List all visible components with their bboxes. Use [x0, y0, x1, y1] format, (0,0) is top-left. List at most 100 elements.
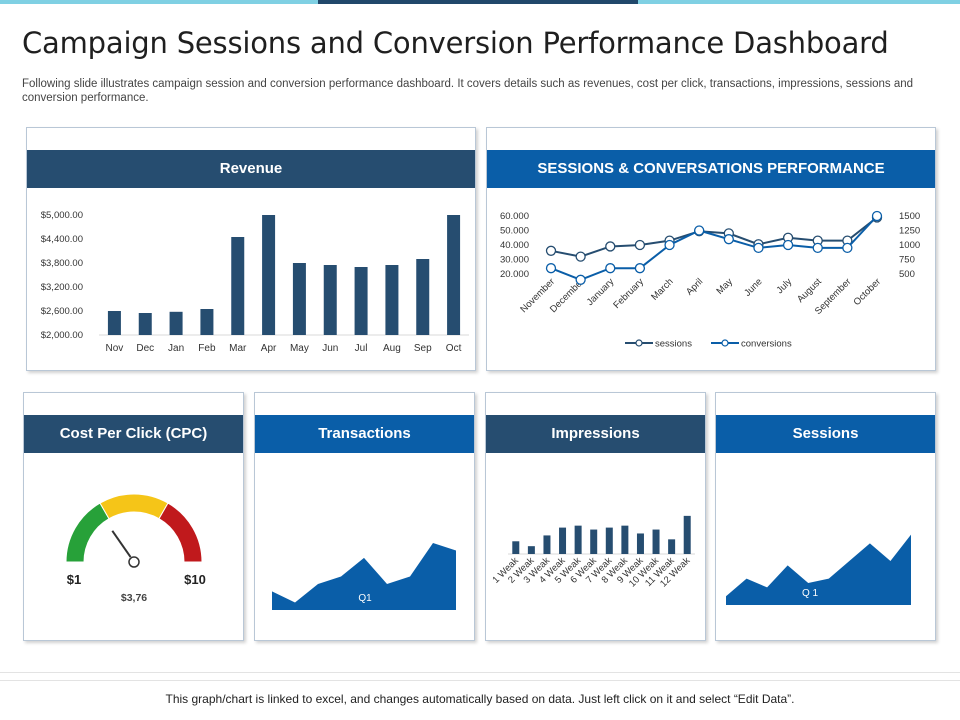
sessions-xtick-label: March — [649, 276, 675, 302]
series-point-sessions — [575, 251, 586, 262]
transactions-area-chart: Q1 — [272, 543, 456, 610]
impressions-bar — [652, 529, 660, 554]
revenue-bar — [107, 311, 121, 335]
legend-label-sessions: sessions — [655, 339, 692, 350]
revenue-bar — [200, 309, 214, 335]
revenue-xtick-label: Mar — [229, 343, 247, 354]
series-point-conversions — [723, 234, 734, 245]
revenue-xtick-label: Nov — [106, 343, 124, 354]
legend-marker-conversions — [721, 339, 729, 347]
gauge-segment-high — [158, 502, 203, 563]
impressions-bar — [621, 525, 629, 554]
series-point-conversions — [871, 210, 883, 222]
gauge-needle — [111, 530, 132, 558]
sessions-area-chart: Q 1 — [726, 534, 911, 605]
impressions-bar — [590, 529, 598, 554]
impressions-bar — [527, 546, 535, 554]
series-line-conversions — [550, 215, 878, 281]
revenue-bar — [416, 259, 430, 335]
gauge-needle-hub — [128, 556, 140, 568]
impressions-bar — [559, 527, 567, 554]
sessions-panel: Sessions Q 1 — [715, 392, 936, 641]
impressions-panel: Impressions 1 Weak 2 Weak 3 Weak 4 Weak 5 We… — [485, 392, 706, 641]
revenue-ytick-label: $3,800.00 — [41, 258, 83, 269]
impressions-panel-title: Impressions — [486, 415, 705, 453]
sessions-performance-panel: SESSIONS & CONVERSATIONS PERFORMANCE 20.… — [486, 127, 936, 371]
conversions-right-ytick-label: 1000 — [899, 240, 920, 251]
revenue-ytick-label: $5,000.00 — [41, 210, 83, 221]
impressions-bar — [683, 515, 691, 554]
revenue-xtick-label: Aug — [383, 343, 401, 354]
series-point-conversions — [664, 239, 675, 251]
series-point-conversions — [575, 274, 586, 285]
revenue-xtick-label: Jun — [322, 343, 338, 354]
revenue-bar — [292, 263, 306, 335]
sessions-left-ytick-label: 20.000 — [500, 269, 529, 280]
revenue-bar — [323, 265, 337, 335]
gauge-value-label: $3,76 — [121, 592, 147, 604]
revenue-xtick-label: Jan — [168, 343, 184, 354]
impressions-bar — [512, 541, 520, 554]
revenue-bar — [447, 215, 461, 335]
series-point-sessions — [634, 239, 646, 251]
impressions-bar — [543, 535, 551, 554]
revenue-bar-chart: $2,000.00 $2,600.00 $3,200.00 $3,800.00 $4,4… — [41, 210, 469, 354]
sessions-left-ytick-label: 40.000 — [500, 240, 529, 251]
gauge-segment-mid — [99, 493, 169, 520]
revenue-panel: Revenue $2,000.00 $2,600.00 $3,200.00 $3,80… — [26, 127, 476, 371]
top-accent-segment-right — [638, 0, 960, 4]
series-point-conversions — [694, 225, 705, 236]
impressions-bar — [574, 525, 582, 554]
sessions-xtick-label: April — [684, 276, 705, 297]
sessions-xtick-label: June — [742, 276, 764, 298]
sessions-left-ytick-label: 50.000 — [500, 226, 529, 237]
revenue-bar — [231, 237, 245, 335]
revenue-bar — [354, 267, 368, 335]
revenue-xtick-label: Feb — [198, 343, 216, 354]
revenue-ytick-label: $2,600.00 — [41, 306, 83, 317]
conversions-right-ytick-label: 1500 — [899, 211, 920, 222]
sessions-left-ytick-label: 30.000 — [500, 255, 529, 266]
series-point-conversions — [545, 263, 557, 274]
revenue-xtick-label: Jul — [355, 343, 368, 354]
footer-divider-2 — [0, 680, 960, 681]
revenue-bar — [169, 311, 183, 335]
impressions-bar — [636, 533, 644, 554]
revenue-bar — [138, 313, 152, 335]
sessions-xtick-label: July — [774, 276, 794, 296]
conversions-right-ytick-label: 750 — [899, 255, 915, 266]
revenue-ytick-label: $2,000.00 — [41, 330, 83, 341]
impressions-bar — [605, 527, 613, 554]
legend-label-conversions: conversions — [741, 339, 792, 350]
revenue-ytick-label: $4,400.00 — [41, 234, 83, 245]
series-line-sessions — [550, 216, 878, 258]
revenue-panel-title: Revenue — [27, 150, 475, 188]
revenue-xtick-label: May — [290, 343, 309, 354]
sessions-chart-area — [726, 534, 911, 605]
sessions-xtick-label: August — [795, 276, 824, 305]
sessions-conversions-line-chart: 20.000 30.000 40.000 50.000 60.000 500 750 1000… — [500, 210, 920, 350]
cpc-gauge: $1 $10 $3,76 — [65, 493, 206, 604]
series-point-conversions — [634, 263, 646, 274]
transactions-panel-title: Transactions — [255, 415, 474, 453]
series-point-conversions — [753, 242, 764, 254]
top-accent-segment-mid — [318, 0, 638, 4]
revenue-xtick-label: Dec — [136, 343, 154, 354]
sessions-xtick-label: May — [714, 276, 735, 297]
revenue-bar — [262, 215, 276, 335]
transactions-chart-area — [272, 543, 456, 610]
top-accent-bar — [0, 0, 960, 4]
series-point-conversions — [842, 242, 853, 254]
series-point-conversions — [782, 239, 794, 251]
revenue-ytick-label: $3,200.00 — [41, 282, 83, 293]
revenue-xtick-label: Oct — [446, 343, 462, 354]
gauge-min-label: $1 — [67, 572, 81, 587]
cpc-panel-title: Cost Per Click (CPC) — [24, 415, 243, 453]
page-title: Campaign Sessions and Conversion Perform… — [22, 26, 889, 60]
impressions-bar — [668, 539, 676, 554]
gauge-max-label: $10 — [184, 572, 206, 587]
page-subtitle: Following slide illustrates campaign ses… — [22, 78, 914, 104]
sessions-xtick-label: February — [611, 276, 646, 311]
sessions-performance-panel-title: SESSIONS & CONVERSATIONS PERFORMANCE — [487, 150, 935, 188]
